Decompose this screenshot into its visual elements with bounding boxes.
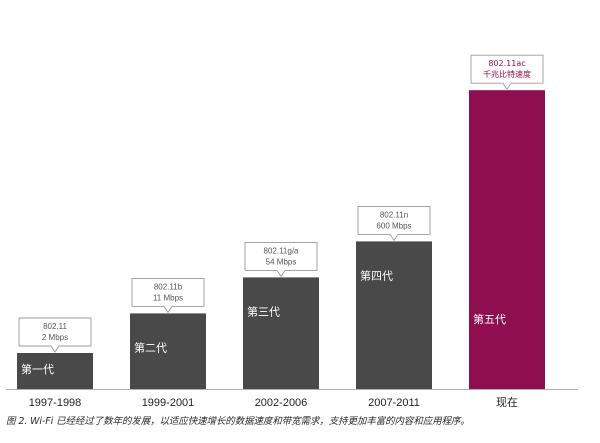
callout-box-1 <box>18 317 92 353</box>
callout-standard-2: 802.11b <box>154 282 183 291</box>
callout-speed-3: 54 Mbps <box>266 257 297 266</box>
callout-standard-1: 802.11 <box>43 322 67 331</box>
callout-box-4 <box>357 205 431 241</box>
callout-standard-4: 802.11n <box>380 210 408 219</box>
callout-speed-2: 11 Mbps <box>153 293 183 302</box>
generation-label-3: 第三代 <box>247 304 280 318</box>
bar-1 <box>17 353 93 389</box>
category-label-1: 1997-1998 <box>29 397 82 409</box>
category-label-2: 1999-2001 <box>142 397 195 409</box>
generation-label-5: 第五代 <box>473 312 506 326</box>
bar-2 <box>130 313 206 389</box>
generation-label-2: 第二代 <box>134 340 167 354</box>
callout-standard-5: 802.11ac <box>488 59 525 68</box>
callout-box-2 <box>131 277 205 313</box>
generation-label-4: 第四代 <box>360 268 393 282</box>
category-label-3: 2002-2006 <box>255 397 308 409</box>
generation-label-1: 第一代 <box>21 362 54 376</box>
callout-box-3 <box>244 241 318 277</box>
bar-3 <box>243 277 319 389</box>
callout-speed-4: 600 Mbps <box>376 221 411 230</box>
figure-caption: 图 2. Wi-Fi 已经经过了数年的发展，以适应快速增长的数据速度和带宽需求，… <box>6 416 470 427</box>
category-label-5: 现在 <box>496 396 518 409</box>
callout-standard-3: 802.11g/a <box>264 246 300 255</box>
bar-5 <box>469 90 545 389</box>
category-label-4: 2007-2011 <box>368 397 420 409</box>
callout-speed-5: 千兆比特速度 <box>483 69 531 79</box>
bar-4 <box>356 241 432 389</box>
callout-speed-1: 2 Mbps <box>42 333 68 342</box>
callout-box-5 <box>470 54 544 90</box>
